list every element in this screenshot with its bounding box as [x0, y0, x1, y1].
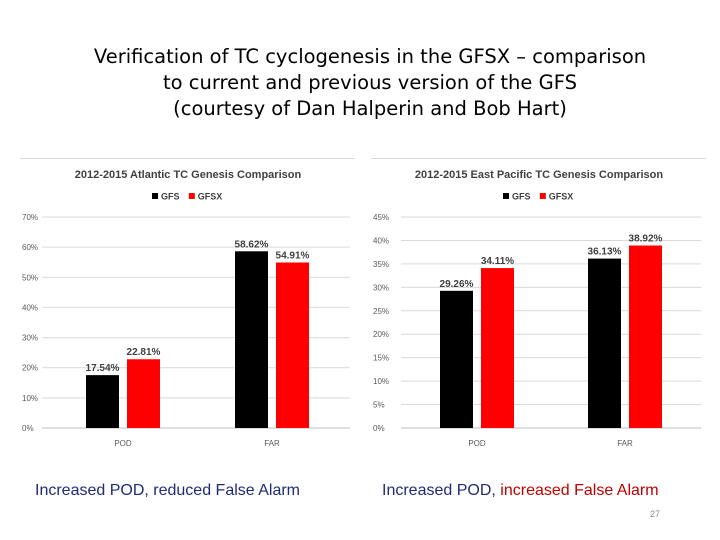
data-label-gfs-far: 58.62%: [235, 239, 269, 250]
y-tick-label: 50%: [22, 273, 38, 282]
page-number: 27: [650, 509, 661, 519]
chart-title: 2012-2015 East Pacific TC Genesis Compar…: [415, 169, 664, 181]
y-tick-label: 25%: [373, 307, 389, 316]
bar-gfsx-pod: [481, 268, 514, 428]
y-tick-label: 20%: [22, 364, 38, 373]
y-tick-label: 0%: [22, 424, 34, 433]
legend-label-gfsx: GFSX: [549, 192, 574, 202]
y-tick-label: 10%: [373, 377, 389, 386]
slide-title-line-2: to current and previous version of the G…: [163, 71, 577, 94]
y-tick-label: 70%: [22, 213, 38, 222]
y-tick-label: 30%: [373, 283, 389, 292]
caption-right: Increased POD, increased False Alarm: [382, 482, 659, 500]
legend-swatch-gfs: [152, 193, 158, 199]
caption-left: Increased POD, reduced False Alarm: [35, 482, 301, 499]
slide-title: Verification of TC cyclogenesis in the G…: [40, 44, 700, 122]
y-tick-label: 20%: [373, 330, 389, 339]
y-tick-label: 45%: [373, 213, 389, 222]
bar-gfsx-far: [629, 245, 662, 428]
bar-gfs-far: [235, 251, 268, 428]
legend-swatch-gfs: [503, 193, 509, 199]
data-label-gfs-far: 36.13%: [588, 247, 622, 258]
y-tick-label: 30%: [22, 334, 38, 343]
y-tick-label: 60%: [22, 243, 38, 252]
y-tick-label: 40%: [22, 303, 38, 312]
y-tick-label: 40%: [373, 236, 389, 245]
y-tick-label: 35%: [373, 260, 389, 269]
caption-right-text: Increased POD,: [382, 482, 501, 499]
data-label-gfs-pod: 17.54%: [86, 363, 120, 374]
east-pacific-genesis-chart: 2012-2015 East Pacific TC Genesis Compar…: [371, 158, 706, 448]
data-label-gfs-pod: 29.26%: [440, 279, 474, 290]
x-tick-label-far: FAR: [264, 439, 280, 448]
legend-label-gfs: GFS: [512, 192, 531, 202]
slide-title-line-3: (courtesy of Dan Halperin and Bob Hart): [173, 97, 567, 120]
data-label-gfsx-pod: 22.81%: [127, 347, 161, 358]
bar-gfs-far: [588, 258, 621, 428]
x-tick-label-pod: POD: [114, 439, 132, 448]
legend-label-gfs: GFS: [161, 192, 180, 202]
legend-swatch-gfsx: [188, 193, 195, 199]
y-tick-label: 15%: [373, 354, 389, 363]
chart-title: 2012-2015 Atlantic TC Genesis Comparison: [75, 169, 302, 181]
bar-gfsx-far: [276, 262, 309, 428]
atlantic-genesis-chart: 2012-2015 Atlantic TC Genesis Comparison…: [20, 158, 355, 448]
y-tick-label: 0%: [373, 424, 385, 433]
bar-gfs-pod: [440, 290, 473, 428]
bar-gfsx-pod: [127, 359, 160, 428]
x-tick-label-far: FAR: [617, 439, 633, 448]
y-tick-label: 5%: [373, 401, 385, 410]
y-tick-label: 10%: [22, 394, 38, 403]
data-label-gfsx-far: 54.91%: [276, 250, 310, 261]
legend-label-gfsx: GFSX: [198, 192, 223, 202]
bar-gfs-pod: [86, 375, 119, 428]
data-label-gfsx-pod: 34.11%: [481, 256, 514, 267]
caption-right-highlight: increased False Alarm: [500, 482, 659, 499]
x-tick-label-pod: POD: [468, 439, 486, 448]
data-label-gfsx-far: 38.92%: [629, 234, 663, 245]
legend-swatch-gfsx: [539, 193, 546, 199]
slide-title-line-1: Verification of TC cyclogenesis in the G…: [93, 45, 647, 68]
